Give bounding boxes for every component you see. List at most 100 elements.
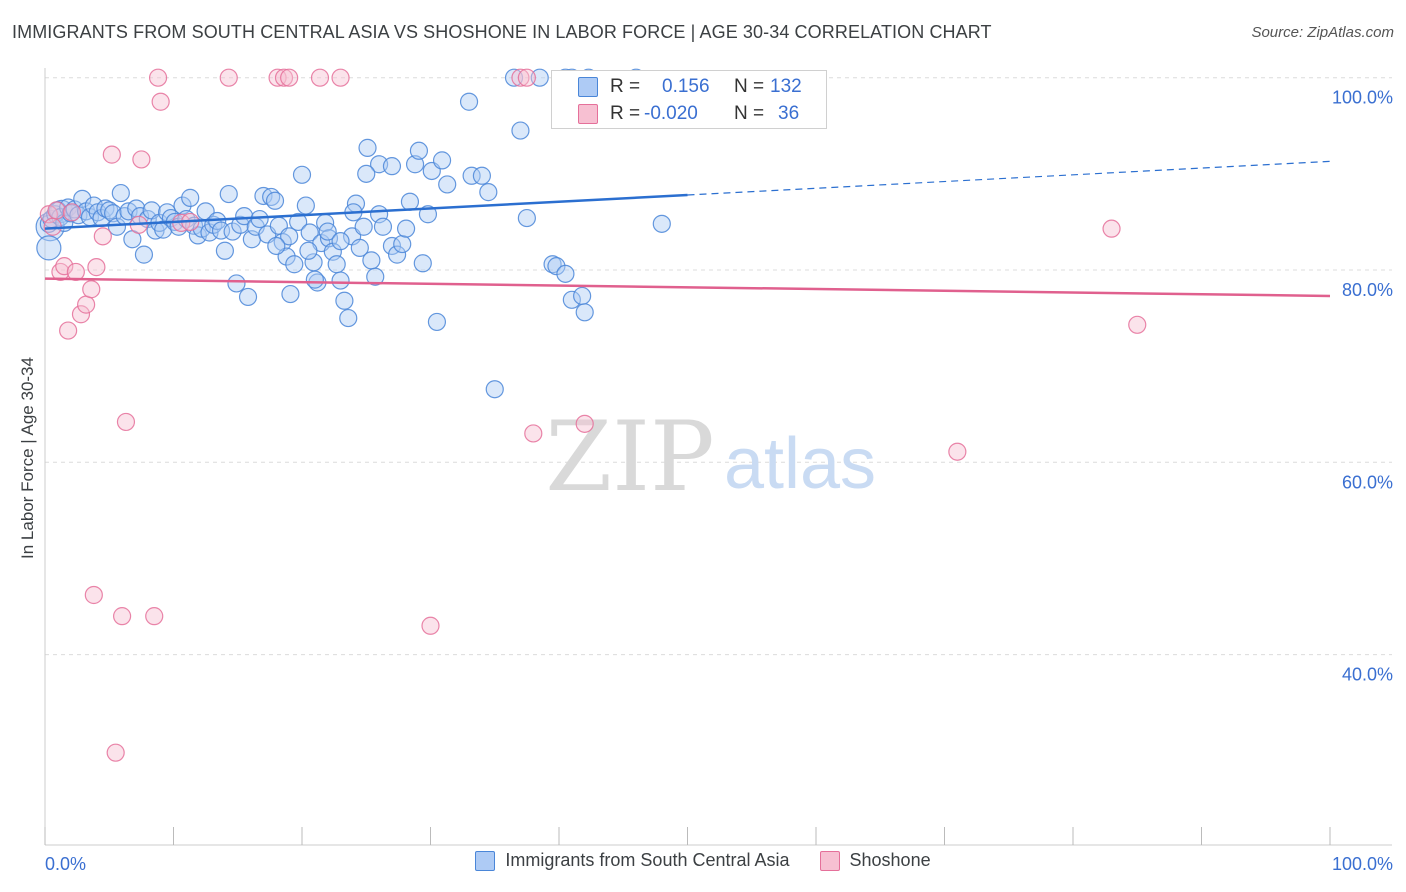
data-point — [66, 262, 85, 282]
data-point — [299, 241, 318, 260]
x-tick-label: 100.0% — [1332, 854, 1393, 874]
y-tick-label: 100.0% — [1332, 88, 1393, 108]
data-point — [148, 68, 168, 87]
data-point — [575, 303, 594, 322]
source-credit: Source: ZipAtlas.com — [1251, 24, 1394, 41]
y-tick-label: 60.0% — [1342, 472, 1393, 492]
trend-line-blue — [44, 193, 688, 230]
data-point — [331, 232, 350, 251]
data-point — [267, 236, 286, 256]
data-point — [296, 196, 315, 215]
data-point — [421, 616, 440, 635]
data-point — [331, 271, 350, 290]
axes — [44, 68, 1392, 846]
stats-swatch-pink — [578, 104, 598, 124]
data-point — [305, 270, 324, 289]
data-point — [427, 312, 447, 332]
data-point — [310, 68, 330, 87]
data-point — [254, 186, 273, 206]
data-point — [358, 138, 377, 157]
data-point — [530, 68, 549, 87]
data-point — [459, 92, 479, 111]
data-point — [1102, 219, 1121, 238]
data-point — [517, 208, 536, 228]
legend-item-pink[interactable]: Shoshone — [819, 850, 931, 871]
trend-line-pink — [44, 277, 1331, 298]
data-point — [93, 227, 112, 246]
data-point — [104, 204, 123, 223]
data-point — [132, 150, 151, 169]
data-point — [350, 238, 369, 257]
data-point — [219, 184, 238, 204]
data-point — [238, 287, 258, 307]
data-point — [462, 166, 481, 185]
data-point — [413, 254, 432, 273]
stats-swatch-blue — [578, 77, 598, 97]
r-label: R = — [610, 76, 641, 97]
data-point — [112, 607, 132, 626]
x-tick-labels: 0.0% 100.0% — [45, 854, 1393, 874]
data-point — [145, 607, 164, 626]
y-tick-labels: 40.0% 60.0% 80.0% 100.0% — [1332, 88, 1393, 685]
data-point — [335, 291, 354, 310]
data-point — [235, 207, 254, 226]
data-point — [556, 264, 575, 283]
data-point — [396, 219, 416, 238]
data-point — [373, 217, 393, 236]
data-point — [652, 214, 671, 233]
data-point — [134, 245, 154, 264]
data-point — [575, 414, 594, 433]
data-point — [387, 245, 407, 264]
chart-title: IMMIGRANTS FROM SOUTH CENTRAL ASIA VS SH… — [12, 22, 992, 42]
data-point — [250, 209, 269, 229]
r-value-pink: -0.020 — [644, 103, 698, 124]
data-point — [274, 68, 294, 87]
data-point — [366, 267, 385, 286]
data-point — [948, 442, 967, 461]
data-point — [151, 92, 170, 111]
legend-swatch-pink — [819, 850, 840, 871]
data-point — [300, 223, 319, 242]
data-point — [504, 68, 524, 87]
data-point — [62, 203, 82, 222]
gridlines — [45, 77, 1392, 656]
trend-lines — [44, 160, 1331, 298]
data-point — [47, 201, 66, 220]
data-point — [318, 222, 337, 241]
data-point — [223, 222, 242, 241]
data-point — [511, 121, 530, 140]
data-point — [102, 145, 121, 164]
legend-swatch-blue — [475, 850, 496, 871]
data-point — [111, 183, 130, 203]
data-point — [289, 212, 308, 232]
data-point — [432, 151, 452, 170]
data-point — [181, 188, 200, 207]
data-point — [357, 164, 376, 183]
data-point — [409, 141, 429, 160]
data-point — [215, 241, 234, 260]
r-label: R = — [610, 103, 641, 124]
data-point — [472, 166, 491, 185]
watermark-atlas: atlas — [724, 424, 876, 504]
n-value-pink: 36 — [778, 103, 800, 124]
data-point — [511, 68, 530, 87]
data-point — [354, 217, 373, 236]
watermark-zip: ZIP — [545, 401, 714, 513]
data-point — [382, 157, 402, 176]
data-point — [55, 257, 74, 276]
data-point — [116, 412, 136, 432]
data-point — [292, 165, 312, 184]
y-tick-label: 40.0% — [1342, 665, 1393, 685]
data-point — [59, 321, 78, 340]
data-point — [87, 258, 106, 277]
data-point — [280, 227, 299, 246]
y-tick-label: 80.0% — [1342, 280, 1393, 300]
data-point — [227, 274, 246, 293]
data-point — [517, 68, 536, 87]
data-point — [1128, 315, 1147, 334]
legend-item-blue[interactable]: Immigrants from South Central Asia — [475, 850, 790, 871]
data-point — [362, 251, 381, 270]
data-point — [400, 192, 420, 211]
data-point — [524, 424, 543, 443]
